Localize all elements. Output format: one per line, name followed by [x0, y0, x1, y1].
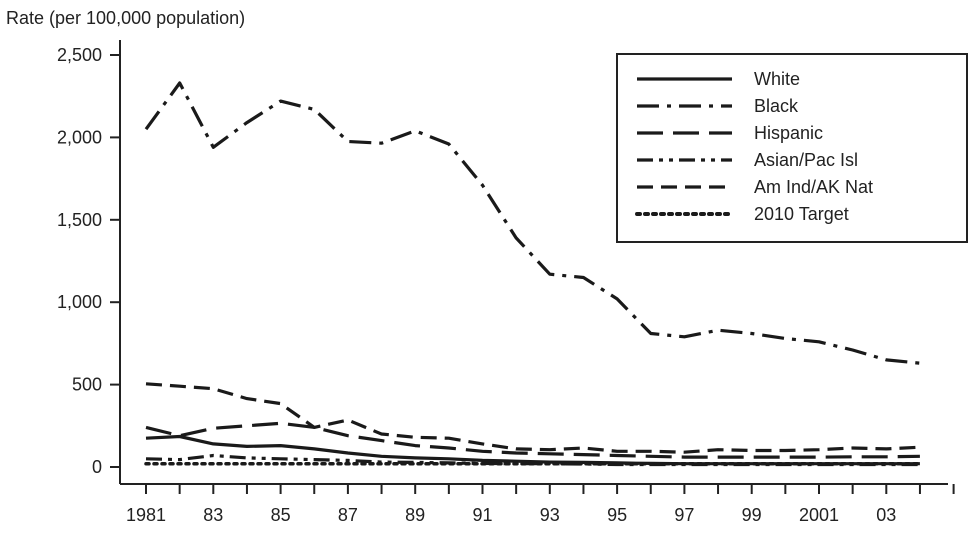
legend-label: Am Ind/AK Nat — [754, 177, 873, 197]
x-tick-label: 85 — [271, 505, 291, 525]
x-tick-label: 99 — [742, 505, 762, 525]
y-tick-label: 2,000 — [57, 127, 102, 147]
y-tick-label: 1,000 — [57, 292, 102, 312]
x-tick-label: 87 — [338, 505, 358, 525]
legend-label: White — [754, 69, 800, 89]
series-layer — [144, 81, 922, 467]
x-tick-label: 83 — [203, 505, 223, 525]
legend-label: Black — [754, 96, 799, 116]
y-tick-label: 1,500 — [57, 210, 102, 230]
x-tick-label: 89 — [405, 505, 425, 525]
axes-layer: 0 500 1,000 1,500 2,000 2,500 1981 83 85 87 89 91 93… — [57, 40, 955, 525]
y-tick-label: 500 — [72, 375, 102, 395]
x-tick-label: 91 — [472, 505, 492, 525]
x-tick-label: 97 — [674, 505, 694, 525]
legend-layer: White Black Hispanic Asian/Pac Isl Am Ind/AK… — [616, 53, 968, 243]
series-line-am-ind-ak-nat — [145, 382, 920, 454]
y-axis-label: Rate (per 100,000 population) — [6, 8, 245, 28]
legend-label: Hispanic — [754, 123, 823, 143]
y-tick-label: 0 — [92, 457, 102, 477]
legend-label: Asian/Pac Isl — [754, 150, 858, 170]
y-tick-label: 2,500 — [57, 45, 102, 65]
legend-label: 2010 Target — [754, 204, 849, 224]
series-line-hispanic — [145, 421, 920, 459]
legend-box — [616, 53, 968, 243]
x-tick-label: 03 — [876, 505, 896, 525]
x-tick-label: 95 — [607, 505, 627, 525]
x-tick-label: 93 — [540, 505, 560, 525]
x-tick-label: 2001 — [799, 505, 839, 525]
x-tick-label: 1981 — [126, 505, 166, 525]
